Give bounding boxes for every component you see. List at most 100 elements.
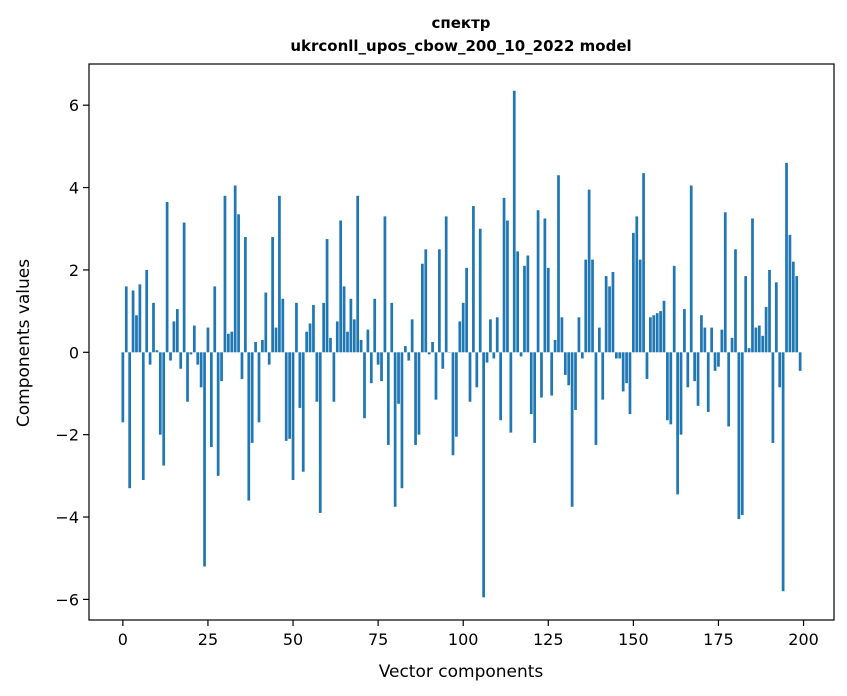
bar-47 (281, 298, 285, 353)
bar-163 (676, 352, 679, 495)
bar-37 (247, 352, 251, 501)
bar-170 (700, 315, 703, 353)
bar-26 (209, 352, 213, 448)
bar-169 (696, 352, 700, 406)
bar-107 (485, 352, 489, 363)
bar-156 (652, 315, 656, 353)
bar-172 (706, 352, 710, 413)
bar-176 (720, 329, 724, 353)
bar-75 (376, 352, 380, 365)
bar-160 (666, 352, 669, 421)
x-tick-label: 100 (448, 630, 479, 649)
bar-109 (492, 352, 496, 359)
bar-173 (710, 327, 714, 353)
bar-18 (182, 222, 186, 353)
bar-93 (438, 249, 441, 353)
y-tick-label: −6 (55, 590, 79, 609)
bar-137 (587, 189, 591, 353)
bar-86 (414, 352, 417, 445)
x-tick-label: 150 (618, 630, 649, 649)
bars-group (121, 90, 802, 598)
bar-10 (155, 350, 159, 353)
bar-133 (574, 352, 577, 410)
bar-139 (594, 352, 598, 445)
bar-23 (199, 352, 203, 388)
bar-61 (329, 337, 332, 353)
bar-165 (683, 309, 686, 353)
bar-144 (611, 271, 615, 353)
bar-32 (230, 331, 234, 353)
bar-122 (536, 210, 540, 353)
bar-17 (179, 352, 183, 369)
bar-94 (441, 352, 445, 369)
bar-159 (662, 300, 666, 353)
bar-125 (546, 267, 550, 353)
bar-89 (424, 249, 428, 353)
bar-168 (693, 352, 696, 382)
bar-70 (359, 339, 363, 353)
bar-104 (475, 352, 479, 388)
bar-191 (771, 352, 775, 443)
bar-68 (352, 319, 356, 353)
bar-166 (686, 352, 690, 388)
bar-198 (795, 276, 799, 353)
bar-58 (318, 352, 322, 513)
bar-22 (196, 352, 200, 365)
bar-76 (380, 352, 383, 382)
bar-65 (342, 286, 346, 353)
bar-78 (386, 352, 390, 445)
bar-48 (284, 352, 288, 441)
bar-84 (407, 352, 411, 361)
bar-140 (597, 327, 601, 353)
bar-5 (138, 284, 142, 353)
bar-59 (322, 302, 326, 353)
bar-14 (169, 352, 172, 361)
y-tick-label: 0 (69, 343, 79, 362)
bar-16 (175, 309, 179, 353)
bar-21 (192, 325, 196, 353)
bar-187 (757, 325, 761, 353)
bar-24 (203, 352, 206, 567)
bar-135 (580, 352, 584, 359)
bar-181 (737, 352, 741, 520)
bar-67 (349, 298, 353, 353)
bar-51 (295, 302, 298, 353)
bar-126 (550, 352, 554, 396)
bar-195 (785, 162, 788, 353)
bar-53 (301, 352, 305, 472)
bar-79 (390, 302, 394, 353)
bar-85 (410, 319, 414, 353)
bar-42 (264, 292, 268, 353)
bar-69 (356, 195, 360, 353)
bar-28 (216, 352, 220, 476)
bar-185 (751, 218, 754, 353)
bar-95 (444, 216, 448, 353)
x-tick-label: 125 (533, 630, 564, 649)
bar-123 (540, 352, 543, 398)
bar-87 (417, 352, 421, 435)
bar-36 (244, 236, 247, 353)
bar-60 (325, 239, 329, 353)
bar-174 (713, 352, 717, 371)
chart-title: спектр (431, 14, 490, 32)
bar-39 (254, 342, 257, 353)
bar-38 (250, 352, 254, 443)
bar-116 (516, 251, 520, 353)
bar-25 (206, 327, 210, 353)
bar-146 (618, 352, 622, 359)
bar-148 (625, 352, 628, 384)
bar-8 (148, 352, 152, 365)
bar-20 (189, 352, 193, 355)
bar-184 (747, 348, 751, 353)
bar-81 (397, 352, 400, 404)
bar-155 (649, 317, 652, 353)
x-tick-label: 175 (703, 630, 734, 649)
bar-98 (455, 352, 458, 437)
bar-92 (434, 352, 438, 400)
bar-190 (768, 269, 771, 353)
bar-27 (213, 286, 217, 353)
bar-113 (506, 220, 509, 353)
bar-194 (781, 352, 785, 592)
bar-82 (400, 352, 404, 489)
